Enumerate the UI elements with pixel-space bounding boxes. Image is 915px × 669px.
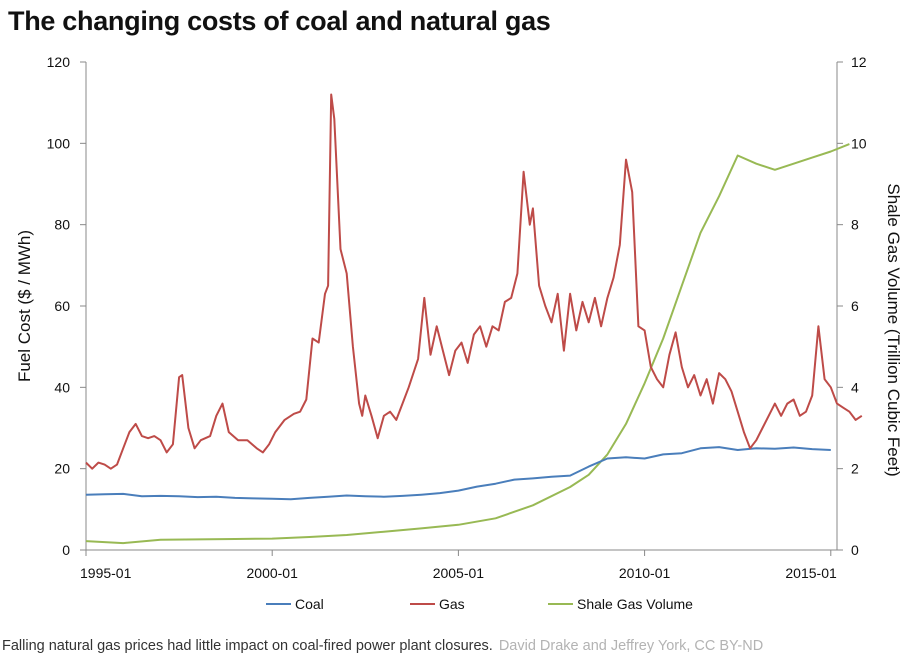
axes-group: 0 20 40 60 80 100 120 0 2 4 6 8 10 12 1995-01 2000-01 20… (15, 54, 903, 581)
caption-text: Falling natural gas prices had little im… (2, 638, 493, 654)
y-right-tick-label: 6 (851, 298, 859, 314)
legend-label-gas: Gas (439, 596, 465, 612)
y-left-tick-label: 100 (47, 135, 71, 151)
y-right-tick-label: 10 (851, 135, 867, 151)
y-right-tick-label: 0 (851, 542, 859, 558)
x-tick-label: 2000-01 (247, 565, 299, 581)
legend: Coal Gas Shale Gas Volume (266, 596, 693, 612)
x-tick-label: 2010-01 (619, 565, 671, 581)
y-axis-right-title: Shale Gas Volume (Trillion Cubic Feet) (884, 183, 903, 476)
series-line-gas (85, 93, 863, 470)
y-left-tick-label: 40 (54, 379, 70, 395)
legend-label-coal: Coal (295, 596, 324, 612)
series-layer (85, 93, 863, 545)
y-left-tick-label: 60 (54, 298, 70, 314)
y-left-tick-label: 80 (54, 217, 70, 233)
x-tick-label: 2015-01 (785, 565, 837, 581)
caption-credit: David Drake and Jeffrey York, CC BY-ND (498, 638, 764, 654)
y-right-tick-label: 12 (851, 54, 867, 70)
y-right-tick-label: 8 (851, 217, 859, 233)
x-tick-label: 2005-01 (433, 565, 485, 581)
x-tick-label: 1995-01 (80, 565, 132, 581)
series-line-shale-gas-volume (85, 143, 850, 545)
legend-label-shale-gas-volume: Shale Gas Volume (577, 596, 693, 612)
y-right-tick-label: 4 (851, 379, 859, 395)
chart-svg: 0 20 40 60 80 100 120 0 2 4 6 8 10 12 1995-01 2000-01 20… (15, 54, 903, 612)
y-axis-left-title: Fuel Cost ($ / MWh) (15, 230, 34, 382)
figure-caption: Falling natural gas prices had little im… (2, 638, 763, 654)
y-right-tick-label: 2 (851, 461, 859, 477)
y-left-tick-label: 0 (62, 542, 70, 558)
y-left-tick-label: 120 (47, 54, 71, 70)
y-left-tick-label: 20 (54, 461, 70, 477)
chart-title: The changing costs of coal and natural g… (8, 6, 551, 36)
series-line-coal (85, 446, 831, 501)
